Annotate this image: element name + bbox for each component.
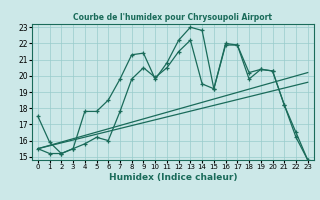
X-axis label: Humidex (Indice chaleur): Humidex (Indice chaleur) [108, 173, 237, 182]
Title: Courbe de l'humidex pour Chrysoupoli Airport: Courbe de l'humidex pour Chrysoupoli Air… [73, 13, 272, 22]
